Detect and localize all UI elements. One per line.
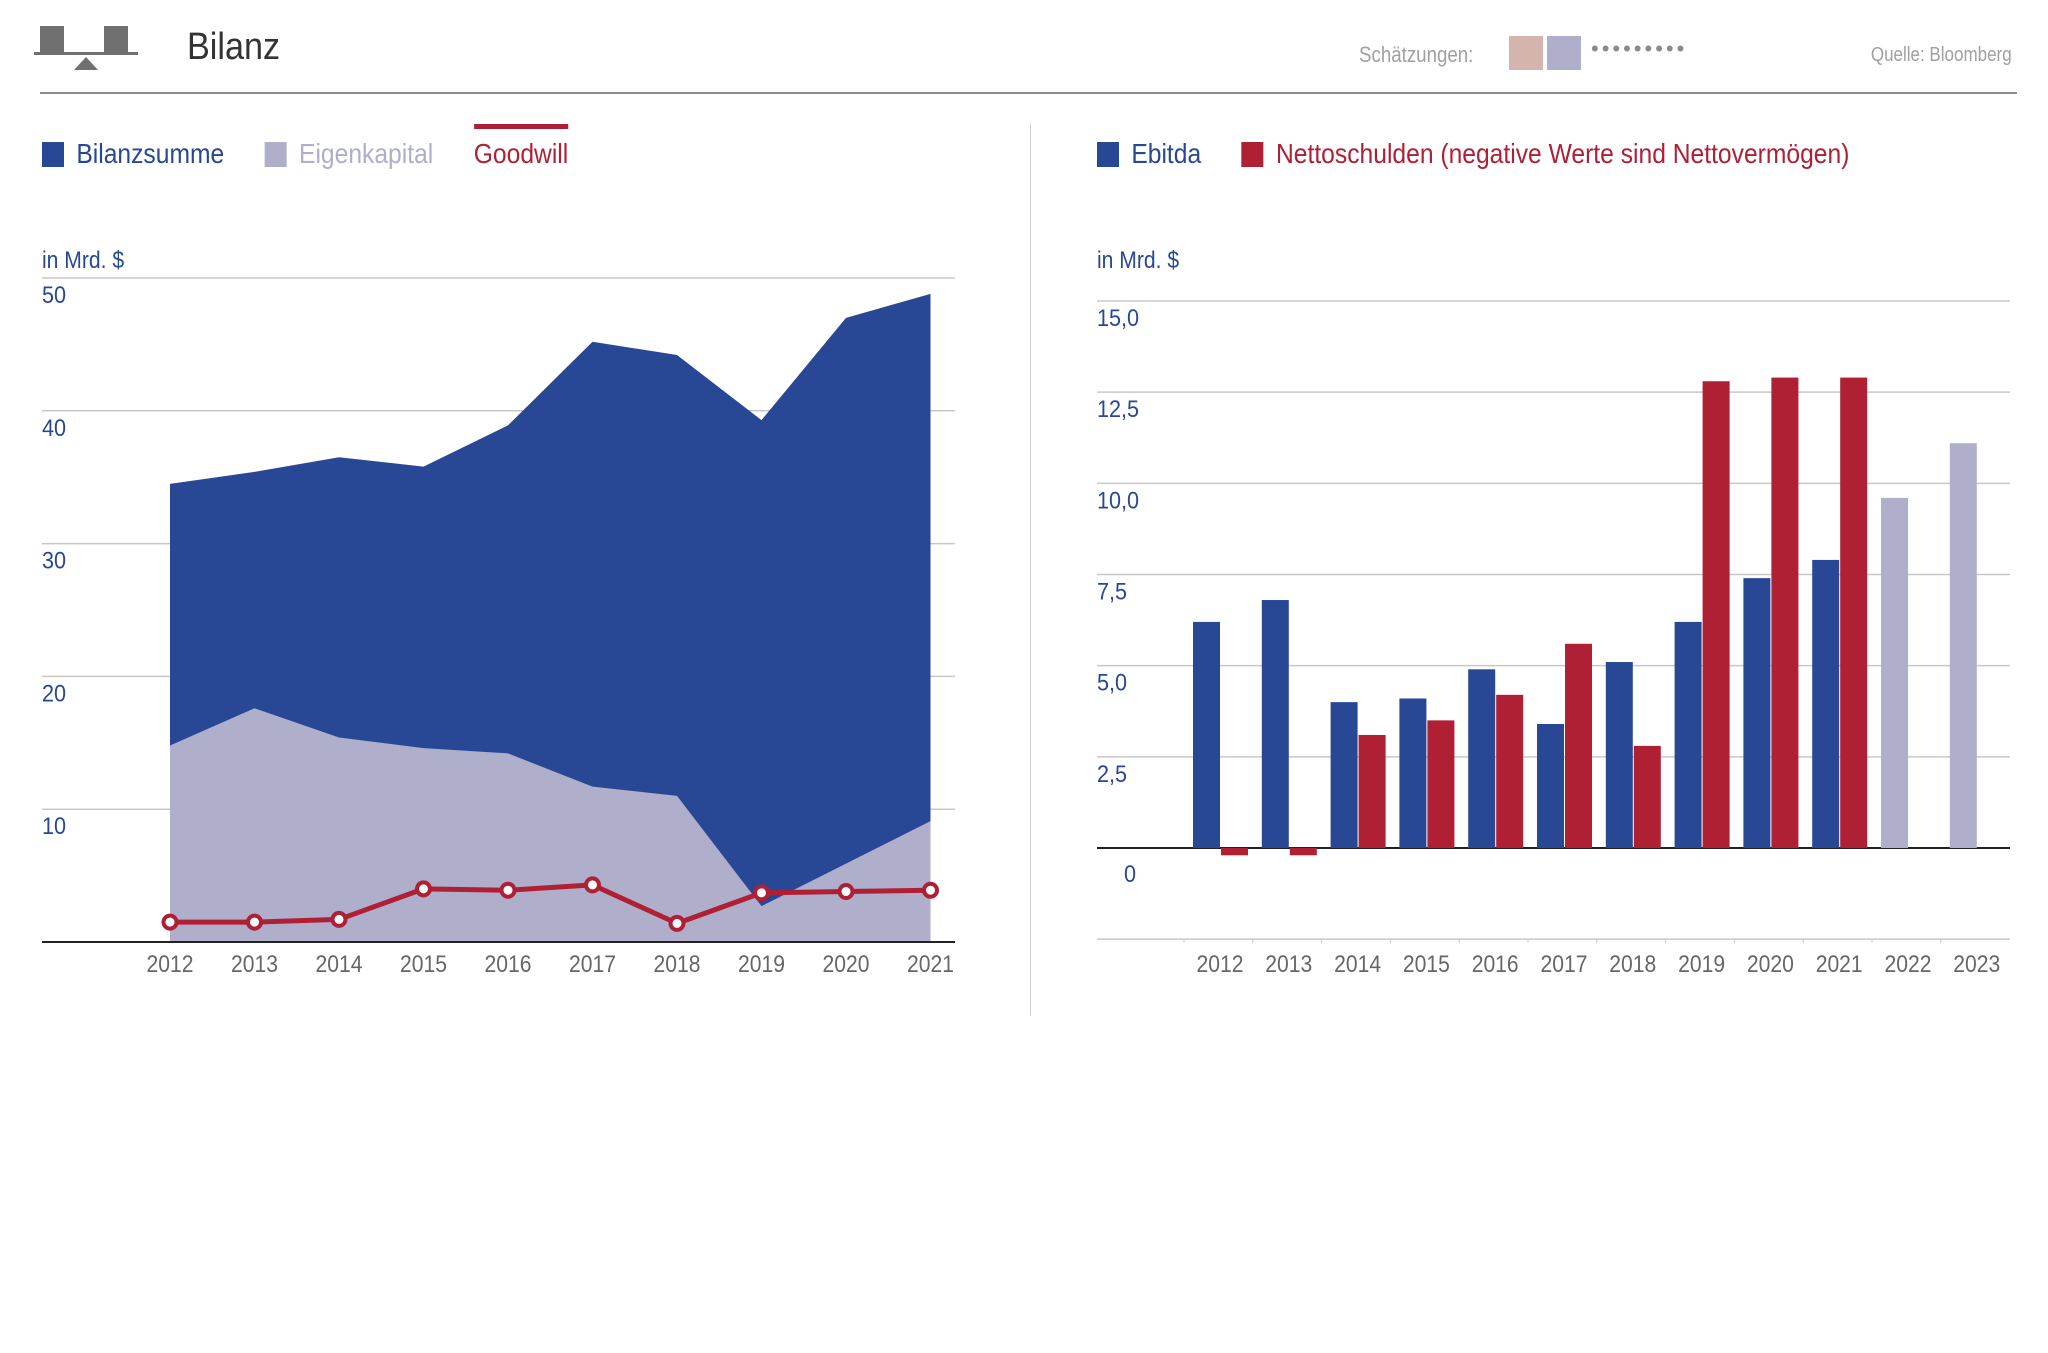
- y-tick-label: 10,0: [1097, 486, 1139, 513]
- balance-scale-icon: [34, 26, 138, 70]
- nettoschulden-bar-2021: [1840, 377, 1868, 848]
- legend-label: Ebitda: [1131, 138, 1202, 169]
- legend-swatch: [264, 141, 287, 167]
- y-tick-label: 40: [42, 414, 66, 441]
- x-tick-label: 2012: [1197, 951, 1244, 978]
- nettoschulden-bar-2017: [1565, 643, 1592, 848]
- ebitda-bar-2019: [1674, 621, 1702, 848]
- goodwill-point-2014: [330, 910, 348, 928]
- x-tick-label: 2023: [1953, 951, 2000, 978]
- goodwill-point-2020: [837, 883, 855, 901]
- ebitda-bar-2018: [1605, 662, 1633, 848]
- estimate-swatch-rose: [1509, 36, 1543, 70]
- ebitda-bar-2014: [1330, 702, 1358, 848]
- legend-item-eigenkapital: Eigenkapital: [264, 138, 434, 170]
- area-eigenkapital: [170, 708, 931, 942]
- legend-left: Bilanzsumme Eigenkapital Goodwill: [42, 124, 609, 170]
- x-tick-label: 2014: [316, 951, 363, 978]
- x-tick-label: 2017: [1541, 951, 1588, 978]
- goodwill-point-2015: [415, 880, 432, 898]
- legend-item-bilanzsumme: Bilanzsumme: [42, 138, 224, 170]
- estimate-dotted-line: •••••••••: [1591, 36, 1688, 61]
- y-tick-label: 30: [42, 547, 66, 574]
- legend-item-nettoschulden: Nettoschulden (negative Werte sind Netto…: [1241, 138, 1850, 170]
- header-divider: [40, 92, 2017, 94]
- y-tick-label: 5,0: [1097, 669, 1127, 696]
- nettoschulden-bar-2015: [1427, 720, 1455, 848]
- ebitda-bar-chart: in Mrd. $ 2012 2013 2014 2015 2016 2017 2018 201…: [1097, 247, 2010, 978]
- x-tick-label: 2014: [1334, 951, 1381, 978]
- legend-swatch: [42, 141, 64, 167]
- estimates-label: Schätzungen:: [1359, 42, 1474, 67]
- nettoschulden-bar-2013: [1289, 848, 1317, 856]
- y-axis-unit: in Mrd. $: [1097, 247, 1180, 274]
- x-tick-label: 2013: [231, 951, 278, 978]
- nettoschulden-bar-2018: [1633, 745, 1661, 848]
- x-tick-label: 2018: [654, 951, 701, 978]
- estimate-swatch-lavender: [1547, 36, 1581, 70]
- nettoschulden-bar-2014: [1358, 734, 1386, 848]
- panel-divider: [1030, 124, 1031, 1016]
- y-tick-label: 20: [42, 679, 66, 706]
- y-tick-label: 12,5: [1097, 395, 1139, 422]
- legend-swatch: [1097, 141, 1119, 167]
- x-tick-label: 2016: [485, 951, 532, 978]
- goodwill-point-2018: [668, 914, 686, 932]
- goodwill-point-2013: [246, 913, 263, 931]
- y-tick-label: 2,5: [1097, 760, 1127, 787]
- x-tick-label: 2020: [823, 951, 870, 978]
- legend-right: Ebitda Nettoschulden (negative Werte sin…: [1097, 138, 1890, 170]
- x-tick-label: 2019: [1678, 951, 1725, 978]
- page-title: Bilanz: [187, 26, 281, 68]
- x-tick-label: 2017: [569, 951, 616, 978]
- ebitda-bar-2020: [1743, 578, 1771, 848]
- x-tick-label: 2016: [1472, 951, 1519, 978]
- ebitda-bar-2012: [1193, 621, 1220, 848]
- goodwill-point-2016: [499, 881, 517, 899]
- ebitda-bar-2015: [1399, 698, 1427, 848]
- legend-label: Eigenkapital: [299, 138, 434, 169]
- ebitda-bar-2021: [1812, 559, 1840, 848]
- goodwill-point-2012: [161, 913, 179, 931]
- line-goodwill: [170, 882, 931, 926]
- legend-swatch: [1241, 141, 1264, 167]
- source-note: Quelle: Bloomberg: [1871, 44, 2012, 66]
- legend-item-ebitda: Ebitda: [1097, 138, 1201, 170]
- x-tick-label: 2015: [400, 951, 447, 978]
- nettoschulden-bar-2016: [1496, 694, 1524, 848]
- legend-label: Nettoschulden (negative Werte sind Netto…: [1275, 138, 1850, 169]
- ebitda-bar-2013: [1261, 600, 1289, 848]
- x-tick-label: 2020: [1747, 951, 1794, 978]
- y-tick-label: 10: [42, 812, 66, 839]
- x-tick-label: 2022: [1885, 951, 1932, 978]
- y-tick-label: 15,0: [1097, 304, 1139, 331]
- ebitda-bar-2017: [1537, 724, 1564, 848]
- nettoschulden-bar-2012: [1221, 848, 1248, 856]
- legend-label: Goodwill: [473, 138, 569, 169]
- bilanz-area-chart: in Mrd. $ 10 20 30 40 50 2012 2013 2014 2015 2016 2…: [42, 247, 955, 978]
- nettoschulden-bar-2019: [1702, 381, 1730, 848]
- y-axis-unit: in Mrd. $: [42, 247, 125, 274]
- ebitda-bar-2022: [1881, 497, 1908, 848]
- x-tick-label: 2021: [907, 951, 954, 978]
- legend-item-goodwill: Goodwill: [473, 124, 569, 170]
- ebitda-bar-2016: [1468, 669, 1496, 848]
- ebitda-bar-2023: [1949, 443, 1977, 848]
- legend-label: Bilanzsumme: [76, 138, 225, 169]
- x-tick-label: 2015: [1403, 951, 1450, 978]
- y-tick-label: 50: [42, 281, 66, 308]
- goodwill-point-2019: [753, 884, 770, 902]
- x-tick-label: 2012: [147, 951, 194, 978]
- x-tick-label: 2019: [738, 951, 785, 978]
- goodwill-point-2017: [584, 876, 601, 894]
- y-tick-label: 0: [1124, 860, 1136, 887]
- x-tick-label: 2018: [1609, 951, 1656, 978]
- y-tick-label: 7,5: [1097, 577, 1127, 604]
- goodwill-point-2021: [922, 881, 939, 899]
- x-tick-label: 2013: [1265, 951, 1312, 978]
- x-tick-label: 2021: [1816, 951, 1863, 978]
- nettoschulden-bar-2020: [1771, 377, 1799, 848]
